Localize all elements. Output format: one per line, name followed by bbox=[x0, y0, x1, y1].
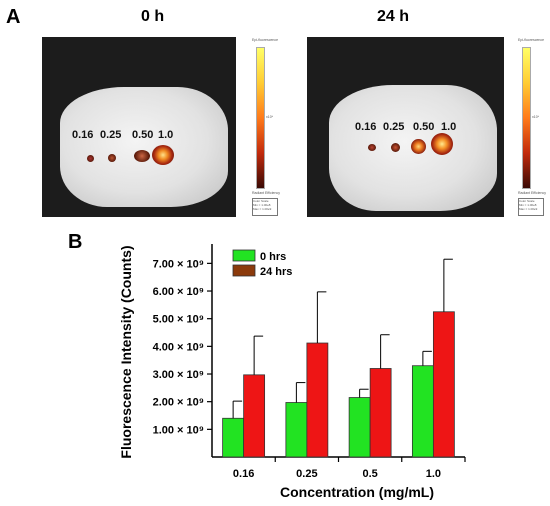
x-tick-label: 0.16 bbox=[233, 468, 254, 480]
fluorescence-spot bbox=[411, 139, 426, 154]
concentration-label: 0.25 bbox=[100, 129, 122, 141]
y-axis-title: Fluorescence Intensity (Counts) bbox=[118, 245, 134, 458]
bar bbox=[432, 311, 455, 458]
y-tick-label: 2.00 × 10⁹ bbox=[153, 397, 204, 409]
color-scale-bar bbox=[522, 47, 531, 189]
legend-swatch bbox=[232, 264, 256, 277]
scale-unit: x10⁹ bbox=[266, 115, 274, 119]
y-tick-label: 3.00 × 10⁹ bbox=[153, 369, 204, 381]
chart-bars bbox=[222, 258, 455, 458]
concentration-label: 0.50 bbox=[413, 121, 435, 133]
concentration-label: 0.25 bbox=[383, 121, 405, 133]
scale-title: Epi-fluorescence bbox=[252, 38, 279, 42]
color-scale-0h: Epi-fluorescence x10⁹ Radiant Efficiency… bbox=[248, 37, 284, 217]
color-scale-24h: Epi-fluorescence x10⁹ Radiant Efficiency… bbox=[514, 37, 550, 217]
legend-label: 0 hrs bbox=[260, 251, 286, 263]
scale-caption: Radiant Efficiency bbox=[518, 191, 546, 195]
bar bbox=[348, 397, 371, 458]
fluorescence-image-24h: 0.16 0.25 0.50 1.0 bbox=[307, 37, 504, 217]
fluorescence-spot bbox=[134, 150, 150, 162]
scale-caption: Radiant Efficiency bbox=[252, 191, 280, 195]
chart-legend: 0 hrs 24 hrs bbox=[232, 249, 292, 278]
color-scale-bar bbox=[256, 47, 265, 189]
bar bbox=[222, 417, 245, 458]
concentration-label: 1.0 bbox=[441, 121, 457, 133]
scale-title: Epi-fluorescence bbox=[518, 38, 545, 42]
y-tick-label: 6.00 × 10⁹ bbox=[153, 286, 204, 298]
time-label-24h: 24 h bbox=[377, 8, 410, 25]
y-tick-label: 5.00 × 10⁹ bbox=[153, 314, 204, 326]
fluorescence-image-0h: 0.16 0.25 0.50 1.0 bbox=[42, 37, 236, 217]
bar bbox=[243, 374, 266, 458]
scale-info-line: Min = 1.00e8 bbox=[519, 203, 537, 207]
y-tick-label: 4.00 × 10⁹ bbox=[153, 341, 204, 353]
legend-swatch bbox=[232, 249, 256, 262]
bar bbox=[369, 368, 392, 458]
y-tick-label: 7.00 × 10⁹ bbox=[153, 258, 204, 270]
scale-info-line: Color Scale bbox=[253, 199, 269, 203]
scale-info-line: Min = 1.00e8 bbox=[253, 203, 271, 207]
fluorescence-spot bbox=[87, 155, 94, 162]
fluorescence-spot bbox=[152, 145, 174, 165]
fluorescence-spot bbox=[431, 133, 453, 155]
scale-unit: x10⁹ bbox=[532, 115, 540, 119]
concentration-label: 0.50 bbox=[132, 129, 154, 141]
concentration-label: 0.16 bbox=[72, 129, 94, 141]
concentration-label: 0.16 bbox=[355, 121, 377, 133]
bar bbox=[306, 342, 329, 458]
x-axis-title: Concentration (mg/mL) bbox=[280, 484, 434, 500]
fluorescence-spot bbox=[368, 144, 376, 151]
panel-a-label: A bbox=[6, 6, 21, 28]
y-tick-label: 1.00 × 10⁹ bbox=[153, 424, 204, 436]
tissue-sample bbox=[60, 87, 228, 207]
bar bbox=[411, 365, 434, 458]
bar bbox=[285, 402, 308, 458]
fluorescence-spot bbox=[391, 143, 400, 152]
chart-axes: 1.00 × 10⁹ 2.00 × 10⁹ 3.00 × 10⁹ 4.00 × 10⁹… bbox=[153, 244, 466, 480]
panel-b-label: B bbox=[68, 231, 83, 253]
scale-info-box: Color Scale Min = 1.00e8 Max = 1.00e9 bbox=[252, 198, 278, 216]
x-tick-label: 1.0 bbox=[426, 468, 441, 480]
scale-info-line: Max = 1.00e9 bbox=[253, 207, 272, 211]
time-label-0h: 0 h bbox=[141, 8, 165, 25]
scale-info-line: Color Scale bbox=[519, 199, 535, 203]
x-tick-label: 0.25 bbox=[296, 468, 317, 480]
x-tick-label: 0.5 bbox=[362, 468, 377, 480]
fluorescence-spot bbox=[108, 154, 116, 162]
legend-label: 24 hrs bbox=[260, 266, 292, 278]
scale-info-line: Max = 1.00e9 bbox=[519, 207, 538, 211]
scale-info-box: Color Scale Min = 1.00e8 Max = 1.00e9 bbox=[518, 198, 544, 216]
concentration-label: 1.0 bbox=[158, 129, 174, 141]
